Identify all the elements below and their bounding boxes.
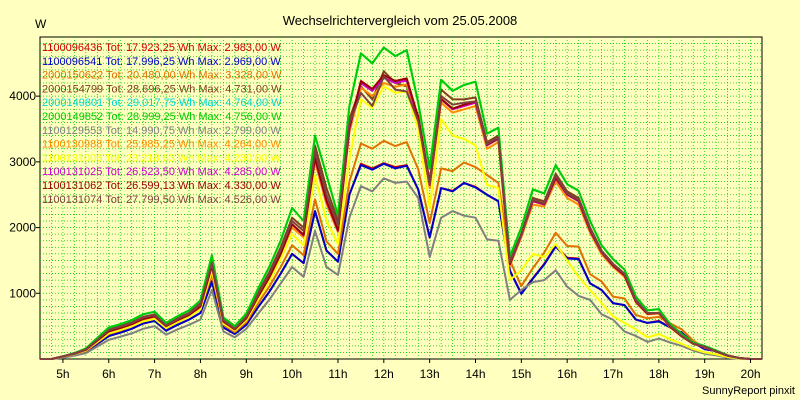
x-tick-label: 8h (194, 367, 207, 381)
y-axis-label: W (35, 17, 47, 31)
grid (40, 37, 762, 359)
x-axis-ticks: 5h 6h 7h 8h 9h 10h 11h 12h 13h 14h 15h 16h 17h 18h 19h… (56, 359, 761, 381)
series-lines (40, 46, 762, 360)
legend-entry: 1100130988 Tot: 25.985,25 Wh Max: 4.264,… (42, 139, 281, 151)
x-tick-label: 6h (102, 367, 115, 381)
x-tick-label: 11h (328, 367, 347, 381)
series-line-12 (40, 75, 762, 360)
series-line-7 (40, 177, 762, 360)
x-tick-label: 7h (148, 367, 161, 381)
legend-entry: 1100129553 Tot: 14.990,75 Wh Max: 2.799,… (42, 125, 281, 137)
legend-entry: 1100131006 Tot: 23.218,63 Wh Max: 4.230,… (42, 152, 281, 164)
footer-credit: SunnyReport pinxit (702, 385, 795, 397)
legend-entry: 1100131074 Tot: 27.799,50 Wh Max: 4.526,… (42, 194, 281, 206)
x-tick-label: 12h (374, 367, 394, 381)
chart-title: Wechselrichtervergleich vom 25.05.2008 (283, 13, 518, 28)
x-tick-label: 14h (465, 367, 485, 381)
y-axis-ticks: 1000 2000 3000 4000 (9, 89, 40, 300)
x-tick-label: 10h (282, 367, 302, 381)
legend-entry: 2000150622 Tot: 20.480,00 Wh Max: 3.328,… (42, 70, 282, 82)
legend-entry: 2000154799 Tot: 28.696,25 Wh Max: 4.731,… (42, 83, 282, 95)
x-tick-label: 20h (741, 367, 761, 381)
y-tick-label: 3000 (9, 155, 36, 169)
series-line-6 (40, 46, 762, 360)
legend-entry: 1100131025 Tot: 26.523,50 Wh Max: 4.285,… (42, 166, 281, 178)
legend-entry: 2000149801 Tot: 29.017,75 Wh Max: 4.764,… (42, 97, 282, 109)
x-tick-label: 9h (240, 367, 253, 381)
legend: 1100096436 Tot: 17.923,25 Wh Max: 2.983,… (42, 42, 282, 206)
y-tick-label: 4000 (9, 89, 36, 103)
x-tick-label: 18h (649, 367, 669, 381)
series-line-2 (40, 162, 762, 360)
legend-entry: 2000149852 Tot: 28.999,25 Wh Max: 4.756,… (42, 111, 282, 123)
series-line-9 (40, 85, 762, 360)
x-tick-label: 19h (695, 367, 715, 381)
x-tick-label: 16h (557, 367, 577, 381)
legend-entry: 1100096436 Tot: 17.923,25 Wh Max: 2.983,… (42, 42, 281, 54)
x-tick-label: 5h (56, 367, 69, 381)
x-tick-label: 17h (603, 367, 623, 381)
x-tick-label: 13h (420, 367, 440, 381)
y-tick-label: 2000 (9, 221, 36, 235)
x-tick-label: 15h (511, 367, 531, 381)
legend-entry: 1100096541 Tot: 17.996,25 Wh Max: 2.969,… (42, 56, 281, 68)
legend-entry: 1100131062 Tot: 26.599,13 Wh Max: 4.330,… (42, 180, 281, 192)
y-tick-label: 1000 (9, 286, 36, 300)
